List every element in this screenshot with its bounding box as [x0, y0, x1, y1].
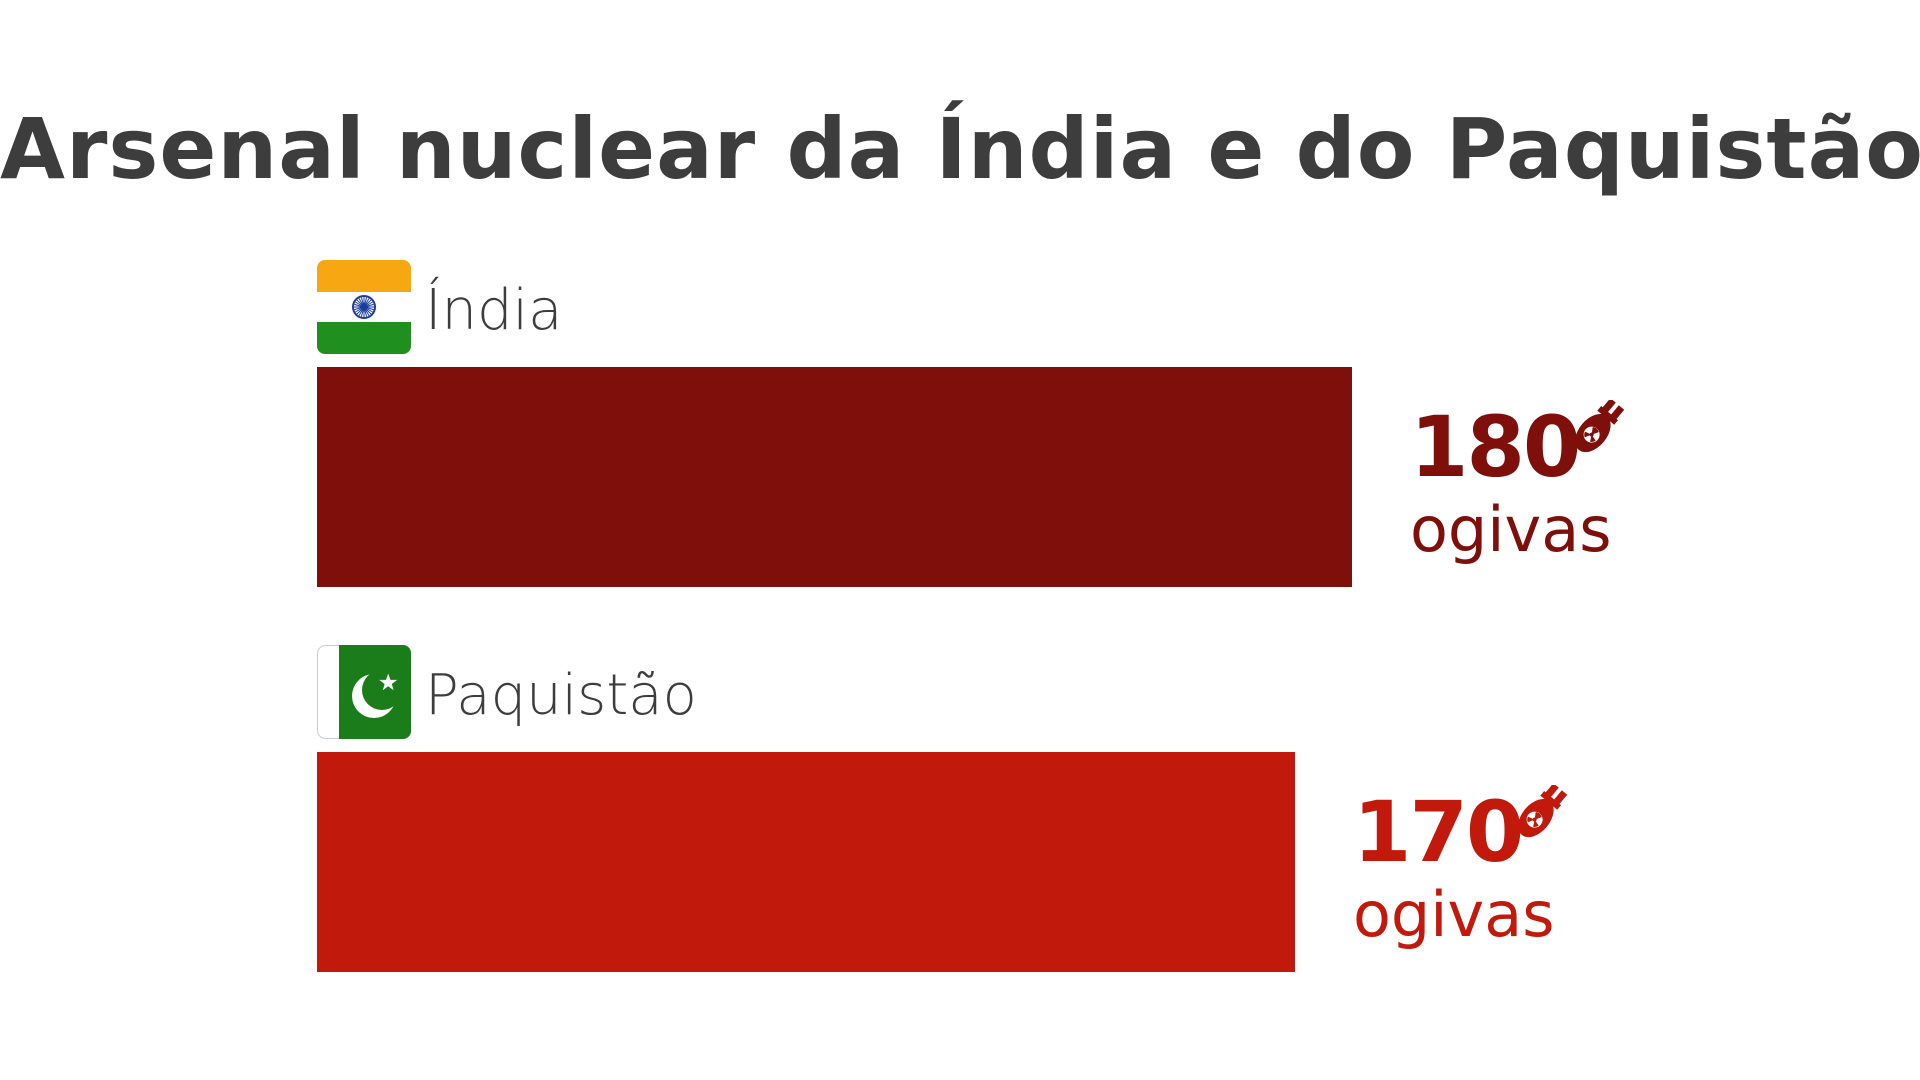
chart-title: Arsenal nuclear da Índia e do Paquistão: [0, 100, 1920, 198]
value-number-india: 180: [1410, 398, 1581, 496]
value-number-pakistan: 170: [1353, 783, 1524, 881]
india-flag-icon: [317, 260, 411, 354]
value-unit-india: ogivas: [1410, 493, 1612, 566]
category-label-india: Índia: [425, 278, 563, 343]
value-label-pakistan: 170 ogivas: [1353, 790, 1555, 946]
nuclear-bomb-icon: [1568, 398, 1638, 470]
bar-india: [317, 367, 1352, 587]
value-label-india: 180 ogivas: [1410, 405, 1612, 561]
value-unit-pakistan: ogivas: [1353, 878, 1555, 951]
bar-pakistan: [317, 752, 1295, 972]
nuclear-bomb-icon: [1511, 783, 1581, 855]
pakistan-flag-icon: [317, 645, 411, 739]
category-label-pakistan: Paquistão: [425, 663, 697, 728]
